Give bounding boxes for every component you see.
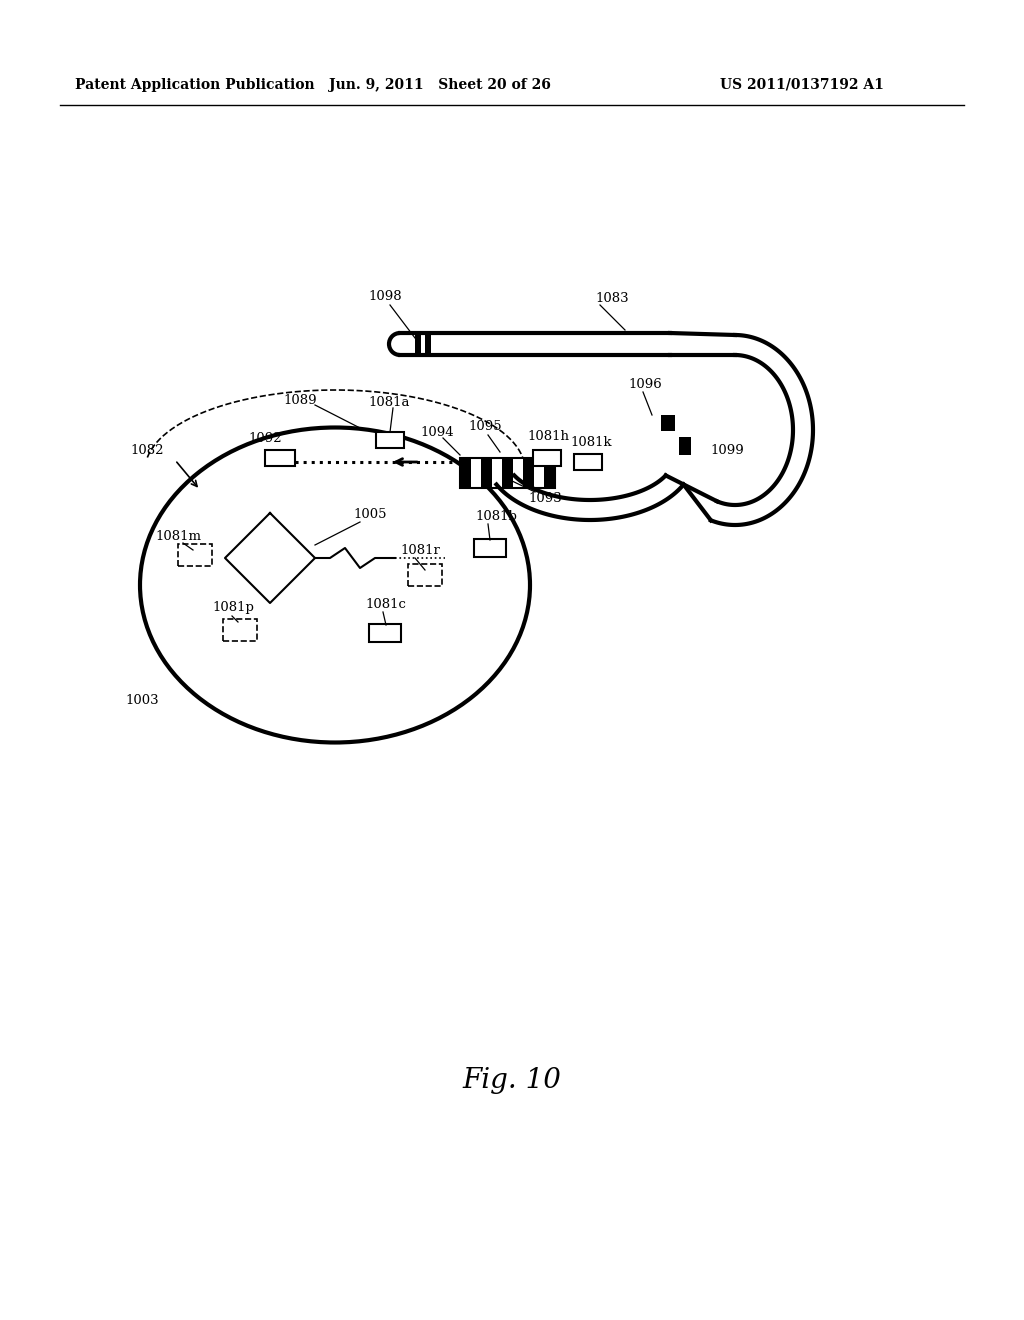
Bar — [376, 432, 404, 447]
Text: 1005: 1005 — [353, 508, 386, 521]
Bar — [474, 539, 506, 557]
Text: 1081k: 1081k — [570, 436, 611, 449]
Text: Fig. 10: Fig. 10 — [463, 1067, 561, 1093]
Text: US 2011/0137192 A1: US 2011/0137192 A1 — [720, 78, 884, 92]
Text: 1081a: 1081a — [368, 396, 410, 409]
Text: 1003: 1003 — [125, 693, 159, 706]
Text: 1081c: 1081c — [365, 598, 406, 611]
Text: 1081r: 1081r — [400, 544, 440, 557]
Bar — [223, 619, 257, 642]
Text: 1081h: 1081h — [527, 430, 569, 444]
Bar — [534, 450, 561, 466]
Text: 1083: 1083 — [595, 292, 629, 305]
Bar — [481, 458, 492, 488]
Bar — [502, 458, 513, 488]
Text: 1098: 1098 — [368, 290, 401, 304]
Bar — [425, 333, 431, 355]
Text: Jun. 9, 2011   Sheet 20 of 26: Jun. 9, 2011 Sheet 20 of 26 — [329, 78, 551, 92]
Bar — [369, 624, 401, 642]
Bar — [523, 458, 534, 488]
Text: 1081m: 1081m — [155, 531, 201, 544]
Text: 1094: 1094 — [420, 425, 454, 438]
Text: 1096: 1096 — [628, 379, 662, 392]
Text: 1081b: 1081b — [475, 511, 517, 524]
Text: 1089: 1089 — [283, 393, 316, 407]
Bar — [460, 458, 471, 488]
Bar — [415, 333, 421, 355]
Text: 1095: 1095 — [468, 421, 502, 433]
Text: 1081p: 1081p — [212, 602, 254, 615]
Bar — [460, 458, 555, 488]
Text: 1082: 1082 — [130, 444, 164, 457]
Bar — [574, 454, 602, 470]
Bar — [178, 544, 212, 566]
Bar — [408, 564, 442, 586]
Text: 1092: 1092 — [248, 432, 282, 445]
Bar — [679, 437, 691, 455]
Bar — [545, 458, 555, 488]
Bar — [265, 450, 295, 466]
Text: 1093: 1093 — [528, 491, 562, 504]
Bar — [660, 414, 675, 430]
Text: 1099: 1099 — [710, 444, 743, 457]
Text: Patent Application Publication: Patent Application Publication — [75, 78, 314, 92]
